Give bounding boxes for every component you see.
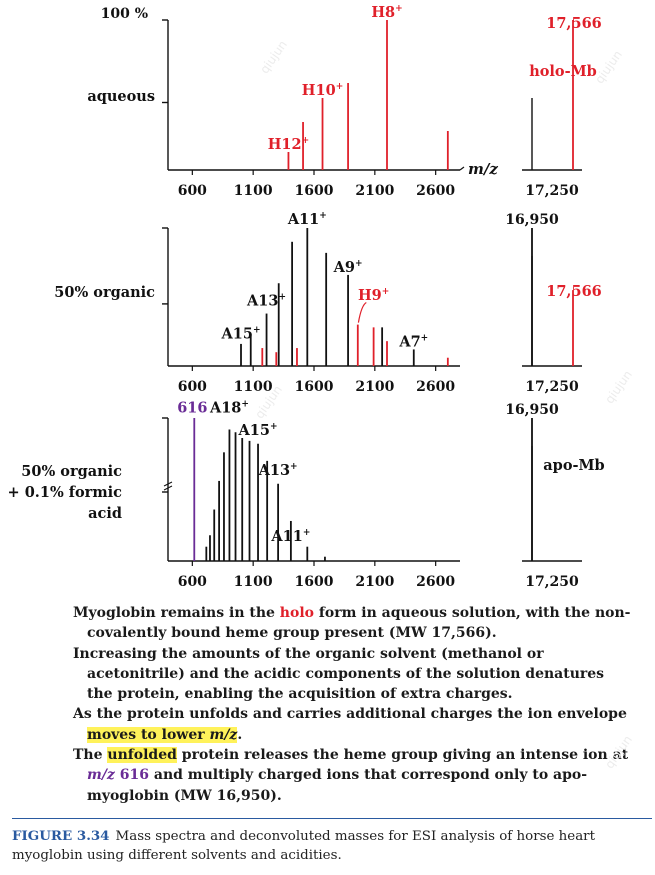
peak-label: A15+ (221, 325, 261, 342)
peak-label: A18+ (209, 399, 249, 416)
mass-tick-label: 17,250 (525, 379, 579, 395)
figure-caption: FIGURE 3.34 Mass spectra and deconvoluted… (12, 818, 652, 865)
mass-tick-label: 17,250 (525, 574, 579, 590)
peak-label: A11+ (270, 528, 310, 545)
x-tick-label: 600 (178, 183, 207, 199)
mass-label: 17,566 (546, 283, 602, 300)
mass-label: holo-Mb (529, 63, 597, 80)
x-tick-label: 600 (178, 574, 207, 590)
label-pointer (357, 301, 367, 323)
peak-label: A9+ (333, 259, 363, 276)
x-axis-label: m/z (468, 160, 498, 178)
mass-label: 17,566 (546, 15, 602, 32)
peak-label: A7+ (398, 334, 428, 351)
x-tick-label: 1600 (295, 574, 334, 590)
axis-break-mark (163, 485, 173, 491)
x-axis-end (459, 166, 465, 171)
row-label: acid (88, 505, 122, 522)
row-label: aqueous (87, 88, 155, 105)
peak-label: 616 (177, 399, 207, 416)
mass-top-label: 16,950 (505, 402, 559, 418)
x-tick-label: 2600 (416, 379, 455, 395)
peak-label: A15+ (238, 422, 278, 439)
caption-label: FIGURE 3.34 (12, 828, 110, 844)
x-tick-label: 600 (178, 379, 207, 395)
row-label: 50% organic (54, 284, 155, 301)
peak-label: H8+ (371, 4, 402, 21)
note-heme-release: The unfolded protein releases the heme g… (73, 747, 629, 804)
x-tick-label: 2100 (355, 379, 394, 395)
mass-label: apo-Mb (543, 457, 604, 474)
row-label: + 0.1% formic (8, 484, 123, 501)
x-tick-label: 1600 (295, 379, 334, 395)
spectra-figure: 600 1100 1600 2100 2600 m/z 100 % aqueous H12+ H1… (8, 4, 605, 590)
x-tick-label: 1100 (234, 574, 273, 590)
x-tick-label: 2600 (416, 183, 455, 199)
y-top-label: 100 % (101, 6, 148, 22)
note-unfold: As the protein unfolds and carries addit… (73, 706, 627, 743)
peak-label: H12+ (268, 136, 309, 153)
note-holo: Myoglobin remains in the holo form in aq… (73, 605, 631, 642)
peak-label: H10+ (302, 82, 343, 99)
peak-label: A11+ (287, 211, 327, 228)
row-label: 50% organic (21, 463, 122, 480)
x-tick-label: 2600 (416, 574, 455, 590)
x-tick-label: 1100 (234, 379, 273, 395)
x-tick-label: 2100 (355, 183, 394, 199)
x-tick-label: 1600 (295, 183, 334, 199)
mass-tick-label: 17,250 (525, 183, 579, 199)
explanation-notes: Myoglobin remains in the holo form in aq… (73, 603, 633, 806)
axis-break-mark (163, 481, 173, 487)
peak-label: A13+ (258, 462, 298, 479)
x-tick-label: 2100 (355, 574, 394, 590)
note-denature: Increasing the amounts of the organic so… (73, 645, 605, 703)
peak-label: H9+ (358, 287, 389, 304)
peak-label: A13+ (246, 292, 286, 309)
x-tick-label: 1100 (234, 183, 273, 199)
mass-top-label: 16,950 (505, 212, 559, 228)
caption-text: Mass spectra and deconvoluted masses for… (12, 829, 595, 863)
